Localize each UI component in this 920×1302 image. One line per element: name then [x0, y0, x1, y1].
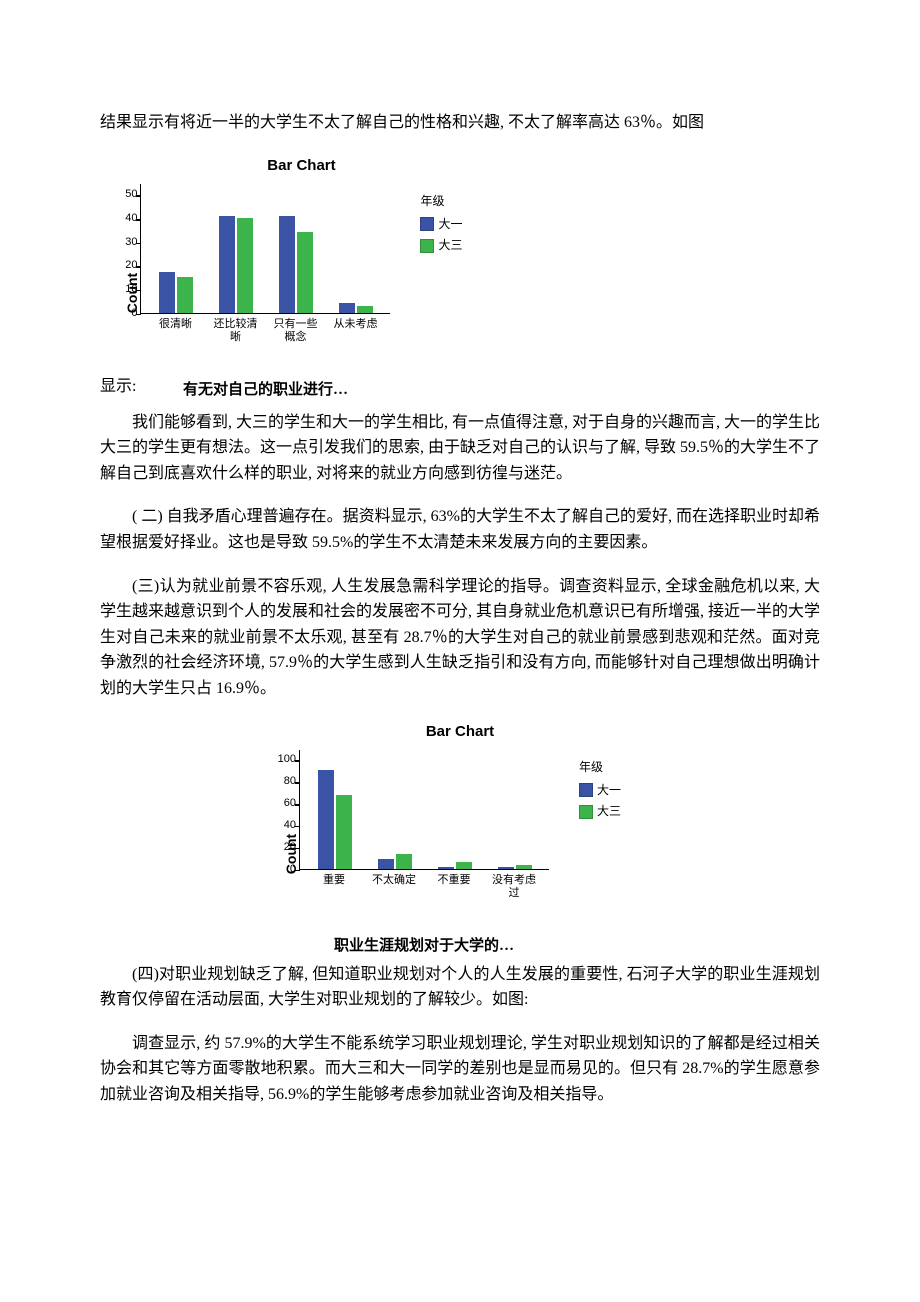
chart-1-legend-items: 大一大三 [420, 215, 462, 255]
y-tick-label: 20 [268, 839, 296, 857]
y-tick-mark [295, 826, 300, 828]
legend-item: 大一 [579, 781, 621, 800]
legend-swatch [420, 239, 434, 253]
bar [396, 854, 412, 868]
paragraph-4: (三)认为就业前景不容乐观, 人生发展急需科学理论的指导。调查资料显示, 全球金… [100, 574, 820, 702]
paragraph-6: 调查显示, 约 57.9%的大学生不能系统学习职业规划理论, 学生对职业规划知识… [100, 1031, 820, 1108]
y-tick-mark [136, 219, 141, 221]
paragraph-5: (四)对职业规划缺乏了解, 但知道职业规划对个人的人生发展的重要性, 石河子大学… [100, 962, 820, 1013]
y-tick-label: 20 [109, 258, 137, 276]
y-tick-label: 10 [109, 281, 137, 299]
x-label: 从未考虑 [333, 318, 377, 331]
y-tick-label: 80 [268, 773, 296, 791]
y-tick-label: 40 [109, 210, 137, 228]
chart-1: Bar Chart Count 01020304050 很清晰还比较清晰只有一些… [140, 154, 462, 402]
chart-1-xlabels: 很清晰 还比较清晰只有一些概念 从未考虑 [140, 318, 390, 346]
chart-2-x-title: 职业生涯规划对于大学的… [299, 934, 549, 958]
y-tick-mark [295, 848, 300, 850]
chart-2-row: Bar Chart Count 020406080100 重要不太确定不重要没有… [100, 720, 820, 958]
legend-swatch [579, 805, 593, 819]
bar [318, 770, 334, 868]
chart-2-plot-area: 020406080100 [299, 750, 549, 870]
chart-1-yticks: 01020304050 [109, 184, 137, 313]
x-label: 没有考虑过 [490, 874, 538, 900]
y-tick-mark [295, 870, 300, 872]
paragraph-1-suffix: 显示: [100, 374, 136, 402]
chart-1-plot: Count 01020304050 很清晰还比较清晰只有一些概念从未考虑 有无对… [140, 184, 390, 402]
bar [177, 277, 193, 312]
x-label: 不太确定 [372, 874, 416, 887]
y-tick-label: 50 [109, 187, 137, 205]
paragraph-3: ( 二) 自我矛盾心理普遍存在。据资料显示, 63%的大学生不太了解自己的爱好,… [100, 504, 820, 555]
chart-2-plot: Count 020406080100 重要不太确定不重要没有考虑过 职业生涯规划… [299, 750, 549, 958]
y-tick-mark [136, 243, 141, 245]
chart-1-bars [141, 184, 390, 313]
chart-1-plot-area: 01020304050 [140, 184, 390, 314]
legend-label: 大一 [438, 215, 462, 234]
legend-swatch [420, 217, 434, 231]
y-tick-mark [136, 195, 141, 197]
y-tick-label: 0 [268, 861, 296, 879]
chart-2-bars [300, 750, 549, 869]
bar [219, 216, 235, 313]
bar [357, 306, 373, 313]
chart-1-title: Bar Chart [140, 154, 462, 178]
paragraph-2: 我们能够看到, 大三的学生和大一的学生相比, 有一点值得注意, 对于自身的兴趣而… [100, 410, 820, 487]
chart-2-title: Bar Chart [299, 720, 621, 744]
bar [516, 865, 532, 868]
bar [456, 862, 472, 869]
x-label: 还比较清晰 [211, 318, 259, 344]
legend-swatch [579, 783, 593, 797]
y-tick-mark [295, 782, 300, 784]
bar [438, 867, 454, 868]
chart-1-legend: 年级 大一大三 [420, 192, 462, 258]
legend-label: 大三 [597, 802, 621, 821]
x-label: 很清晰 [159, 318, 192, 331]
y-tick-mark [295, 760, 300, 762]
chart-1-x-title: 有无对自己的职业进行… [140, 378, 390, 402]
x-label: 重要 [323, 874, 345, 887]
paragraph-1: 结果显示有将近一半的大学生不太了解自己的性格和兴趣, 不太了解率高达 63％。如… [100, 110, 820, 136]
y-tick-mark [136, 314, 141, 316]
y-tick-mark [136, 290, 141, 292]
bar [336, 795, 352, 868]
y-tick-label: 30 [109, 234, 137, 252]
chart-1-legend-title: 年级 [420, 192, 462, 211]
legend-label: 大一 [597, 781, 621, 800]
chart-2-legend-title: 年级 [579, 758, 621, 777]
bar [339, 303, 355, 312]
legend-item: 大一 [420, 215, 462, 234]
x-label: 不重要 [437, 874, 470, 887]
chart-2-xlabels: 重要 不太确定 不重要 没有考虑过 [299, 874, 549, 902]
bar [279, 216, 295, 313]
bar [378, 859, 394, 869]
legend-item: 大三 [420, 236, 462, 255]
chart-2: Bar Chart Count 020406080100 重要不太确定不重要没有… [299, 720, 621, 958]
bar [297, 232, 313, 312]
y-tick-label: 100 [268, 752, 296, 770]
chart-2-yticks: 020406080100 [268, 750, 296, 869]
y-tick-label: 40 [268, 817, 296, 835]
y-tick-label: 0 [109, 305, 137, 323]
chart-1-row: 显示: Bar Chart Count 01020304050 很清晰还比较清晰… [100, 154, 820, 402]
chart-2-legend: 年级 大一大三 [579, 758, 621, 824]
bar [237, 218, 253, 313]
bar [498, 867, 514, 868]
y-tick-label: 60 [268, 795, 296, 813]
legend-label: 大三 [438, 236, 462, 255]
chart-2-legend-items: 大一大三 [579, 781, 621, 821]
x-label: 只有一些概念 [271, 318, 319, 344]
y-tick-mark [136, 266, 141, 268]
bar [159, 272, 175, 312]
legend-item: 大三 [579, 802, 621, 821]
y-tick-mark [295, 804, 300, 806]
